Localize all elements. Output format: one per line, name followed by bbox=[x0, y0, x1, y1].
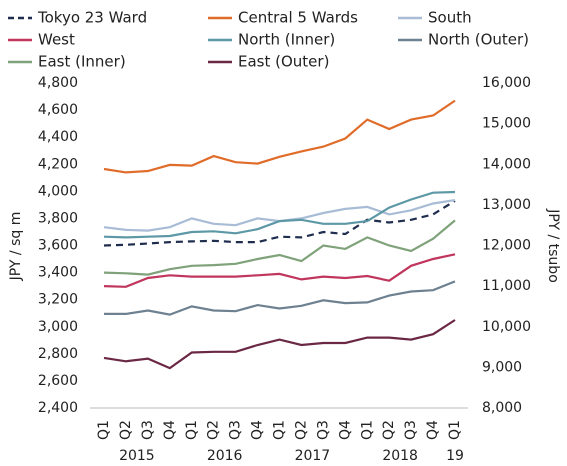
y2-tick-label: 15,000 bbox=[482, 116, 531, 132]
x-tick-label: Q2 bbox=[118, 420, 134, 440]
legend-label: East (Outer) bbox=[238, 53, 329, 71]
year-label: 19 bbox=[446, 448, 464, 464]
series-line bbox=[103, 253, 456, 288]
series-line bbox=[103, 199, 456, 232]
year-label: 2015 bbox=[119, 448, 155, 464]
y-axis-title: JPY / sq m bbox=[8, 212, 24, 282]
x-tick-label: Q3 bbox=[315, 420, 331, 440]
y-tick-label: 2,400 bbox=[38, 400, 78, 416]
x-tick-label: Q3 bbox=[403, 420, 419, 440]
y-tick-label: 2,800 bbox=[38, 346, 78, 362]
x-tick-label: Q2 bbox=[381, 420, 397, 440]
y2-tick-label: 9,000 bbox=[482, 359, 522, 375]
legend-label: East (Inner) bbox=[38, 53, 126, 71]
x-tick-label: Q4 bbox=[250, 420, 266, 440]
year-label: 2016 bbox=[207, 448, 243, 464]
x-tick-label: Q1 bbox=[272, 420, 288, 440]
series-line bbox=[103, 190, 456, 239]
y2-tick-label: 16,000 bbox=[482, 75, 531, 91]
series-line bbox=[103, 99, 456, 174]
x-tick-label: Q4 bbox=[425, 420, 441, 440]
y2-tick-label: 11,000 bbox=[482, 278, 531, 294]
series-line bbox=[104, 280, 456, 316]
x-tick-label: Q1 bbox=[447, 420, 463, 440]
legend-label: North (Inner) bbox=[238, 31, 335, 49]
series-line bbox=[103, 199, 456, 247]
y-tick-label: 3,200 bbox=[38, 292, 78, 308]
x-tick-label: Q3 bbox=[228, 420, 244, 440]
year-label: 2017 bbox=[295, 448, 331, 464]
x-tick-label: Q1 bbox=[359, 420, 375, 440]
legend-label: South bbox=[428, 9, 472, 27]
legend-label: Tokyo 23 Ward bbox=[37, 9, 147, 27]
y-tick-label: 4,000 bbox=[38, 183, 78, 199]
y2-tick-label: 8,000 bbox=[482, 400, 522, 416]
y-tick-label: 3,000 bbox=[38, 319, 78, 335]
y-tick-label: 3,800 bbox=[38, 210, 78, 226]
x-tick-label: Q1 bbox=[184, 420, 200, 440]
y2-tick-label: 13,000 bbox=[482, 197, 531, 213]
y-tick-label: 4,800 bbox=[38, 75, 78, 91]
y-tick-label: 4,400 bbox=[38, 129, 78, 145]
legend-label: North (Outer) bbox=[428, 31, 529, 49]
y2-axis-title: JPY / tsubo bbox=[545, 208, 561, 283]
x-tick-label: Q2 bbox=[206, 420, 222, 440]
x-tick-label: Q2 bbox=[293, 420, 309, 440]
y2-tick-label: 10,000 bbox=[482, 319, 531, 335]
x-tick-label: Q1 bbox=[96, 420, 112, 440]
x-tick-label: Q4 bbox=[162, 420, 178, 440]
legend-label: Central 5 Wards bbox=[238, 9, 358, 27]
y-tick-label: 3,600 bbox=[38, 238, 78, 254]
y-tick-label: 4,600 bbox=[38, 102, 78, 118]
y2-tick-label: 14,000 bbox=[482, 156, 531, 172]
legend-label: West bbox=[38, 31, 75, 49]
series-line bbox=[103, 319, 456, 370]
x-tick-label: Q3 bbox=[140, 420, 156, 440]
y-tick-label: 4,200 bbox=[38, 156, 78, 172]
y2-tick-label: 12,000 bbox=[482, 238, 531, 254]
x-tick-label: Q4 bbox=[337, 420, 353, 440]
year-label: 2018 bbox=[382, 448, 418, 464]
series-line bbox=[103, 219, 456, 276]
y-tick-label: 3,400 bbox=[38, 265, 78, 281]
y-tick-label: 2,600 bbox=[38, 373, 78, 389]
